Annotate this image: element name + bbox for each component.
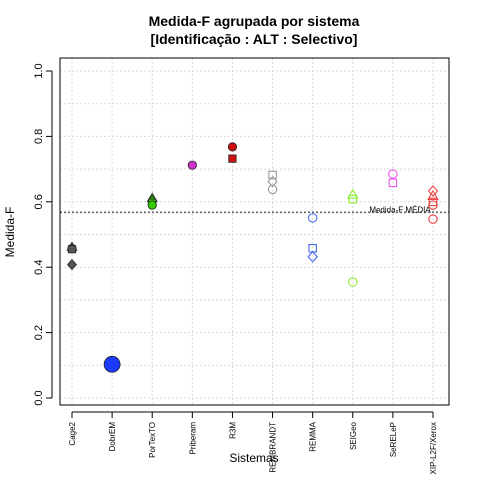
data-point bbox=[428, 197, 438, 207]
data-point bbox=[388, 169, 398, 179]
gridlines bbox=[60, 58, 449, 405]
x-tick-label: DobrEM bbox=[108, 422, 117, 452]
x-tick-label: SeRELeP bbox=[389, 422, 398, 457]
data-point bbox=[427, 189, 439, 200]
data-point bbox=[347, 188, 359, 199]
y-tick-label: 0.6 bbox=[33, 194, 45, 209]
y-tick-label: 1.0 bbox=[33, 63, 45, 78]
x-axis-label: Sistemas bbox=[229, 451, 278, 465]
chart-title-line-2: [Identificação : ALT : Selectivo] bbox=[151, 31, 358, 47]
x-tick-label: REMMA bbox=[309, 421, 318, 451]
data-point bbox=[348, 277, 358, 287]
plot-frame bbox=[59, 57, 450, 406]
data-points bbox=[66, 142, 439, 373]
x-tick-label: SEIGeo bbox=[349, 421, 358, 450]
data-point bbox=[227, 142, 238, 152]
x-tick-label: Cage2 bbox=[68, 421, 77, 445]
x-tick-label: Priberam bbox=[188, 422, 197, 455]
data-point bbox=[428, 200, 438, 210]
reference-line-label: Medida-F MÉDIA bbox=[369, 205, 431, 214]
data-point bbox=[267, 184, 278, 195]
data-point bbox=[267, 175, 278, 188]
data-point bbox=[228, 154, 237, 163]
y-axis-label: Medida-F bbox=[3, 207, 17, 258]
x-tick-label: PorTexTO bbox=[148, 422, 157, 458]
data-point bbox=[147, 200, 157, 210]
reference-line-group: Medida-F MÉDIA bbox=[60, 205, 449, 214]
data-point bbox=[103, 355, 121, 373]
y-axis: 0.0 0.2 0.4 0.6 0.8 1.0 bbox=[33, 63, 53, 406]
data-point bbox=[388, 178, 398, 188]
x-tick-label: R3M bbox=[228, 422, 237, 439]
y-tick-label: 0.0 bbox=[33, 390, 45, 405]
chart-title-line-1: Medida-F agrupada por sistema bbox=[149, 13, 360, 29]
data-point bbox=[66, 258, 78, 271]
y-tick-label: 0.8 bbox=[33, 129, 45, 144]
data-point bbox=[187, 160, 197, 170]
data-point bbox=[348, 194, 358, 204]
y-tick-label: 0.4 bbox=[33, 260, 45, 275]
data-point bbox=[428, 214, 438, 224]
x-tick-label: XIP-L2F/Xerox bbox=[429, 422, 438, 474]
y-tick-label: 0.2 bbox=[33, 325, 45, 340]
x-tick-label: REMBRANDT bbox=[269, 422, 278, 473]
data-point bbox=[307, 213, 318, 223]
x-axis: Cage2 DobrEM PorTexTO Priberam R3M REMBRANDT R… bbox=[68, 411, 438, 474]
data-point bbox=[427, 185, 439, 197]
data-point bbox=[268, 170, 277, 180]
data-point bbox=[307, 250, 318, 263]
data-point bbox=[67, 245, 77, 254]
